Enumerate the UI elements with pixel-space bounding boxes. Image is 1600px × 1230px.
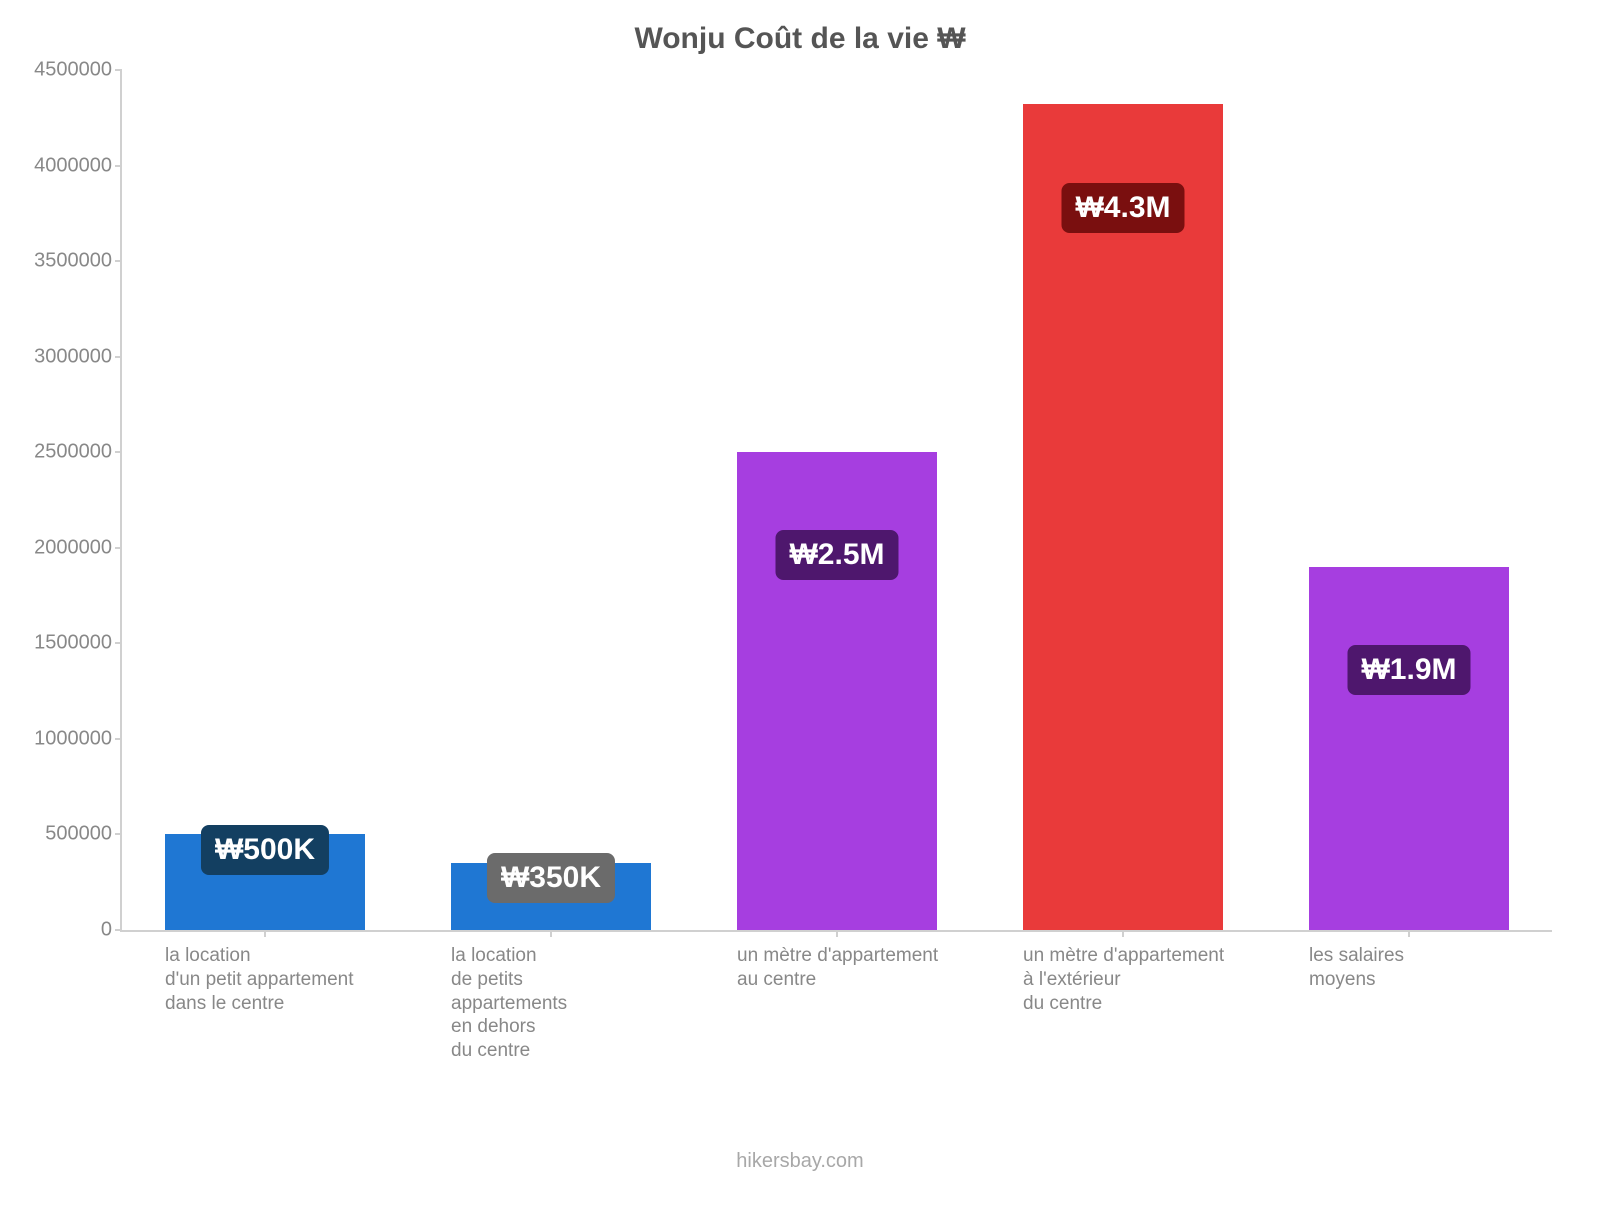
x-category-label-line: au centre [737,968,977,992]
x-category-label: un mètre d'appartementà l'extérieurdu ce… [1023,944,1263,1015]
x-category-label-line: un mètre d'appartement [1023,944,1263,968]
y-tick-mark [115,642,122,644]
y-tick-mark [115,547,122,549]
x-category-label-line: à l'extérieur [1023,968,1263,992]
x-category-label-line: moyens [1309,968,1549,992]
bar [737,452,937,930]
x-tick-mark [1122,930,1124,937]
x-category-label: la locationde petitsappartementsen dehor… [451,944,691,1063]
x-category-label: la locationd'un petit appartementdans le… [165,944,405,1015]
x-tick-mark [264,930,266,937]
x-category-label-line: dans le centre [165,992,405,1016]
y-tick-label: 500000 [45,823,122,846]
y-tick-mark [115,260,122,262]
x-category-label-line: la location [165,944,405,968]
x-tick-mark [1408,930,1410,937]
chart-area: 0500000100000015000002000000250000030000… [120,70,1550,1230]
y-tick-mark [115,69,122,71]
bar-value-label: ₩350K [487,853,615,903]
x-category-label-line: en dehors [451,1015,691,1039]
y-tick-label: 1500000 [34,632,122,655]
x-category-label-line: de petits [451,968,691,992]
y-tick-label: 1000000 [34,727,122,750]
x-category-label-line: la location [451,944,691,968]
bar-value-label: ₩1.9M [1347,645,1470,695]
y-tick-label: 4000000 [34,154,122,177]
y-tick-label: 3500000 [34,250,122,273]
x-category-label-line: appartements [451,992,691,1016]
bar-value-label: ₩2.5M [775,530,898,580]
x-category-label-line: du centre [1023,992,1263,1016]
x-category-label: un mètre d'appartementau centre [737,944,977,992]
x-category-label-line: d'un petit appartement [165,968,405,992]
y-tick-label: 3000000 [34,345,122,368]
x-tick-mark [550,930,552,937]
plot-area: 0500000100000015000002000000250000030000… [120,70,1552,932]
y-tick-mark [115,356,122,358]
x-category-label: les salairesmoyens [1309,944,1549,992]
y-tick-mark [115,165,122,167]
bar-value-label: ₩4.3M [1061,183,1184,233]
x-category-label-line: les salaires [1309,944,1549,968]
x-category-label-line: un mètre d'appartement [737,944,977,968]
y-tick-label: 2500000 [34,441,122,464]
x-category-label-line: du centre [451,1039,691,1063]
x-tick-mark [836,930,838,937]
bar-value-label: ₩500K [201,825,329,875]
y-tick-label: 2000000 [34,536,122,559]
bar [1309,567,1509,930]
y-tick-mark [115,833,122,835]
y-tick-mark [115,738,122,740]
chart-title: Wonju Coût de la vie ₩ [0,0,1600,56]
y-tick-label: 4500000 [34,59,122,82]
chart-source: hikersbay.com [0,1150,1600,1173]
y-tick-mark [115,451,122,453]
y-tick-mark [115,929,122,931]
